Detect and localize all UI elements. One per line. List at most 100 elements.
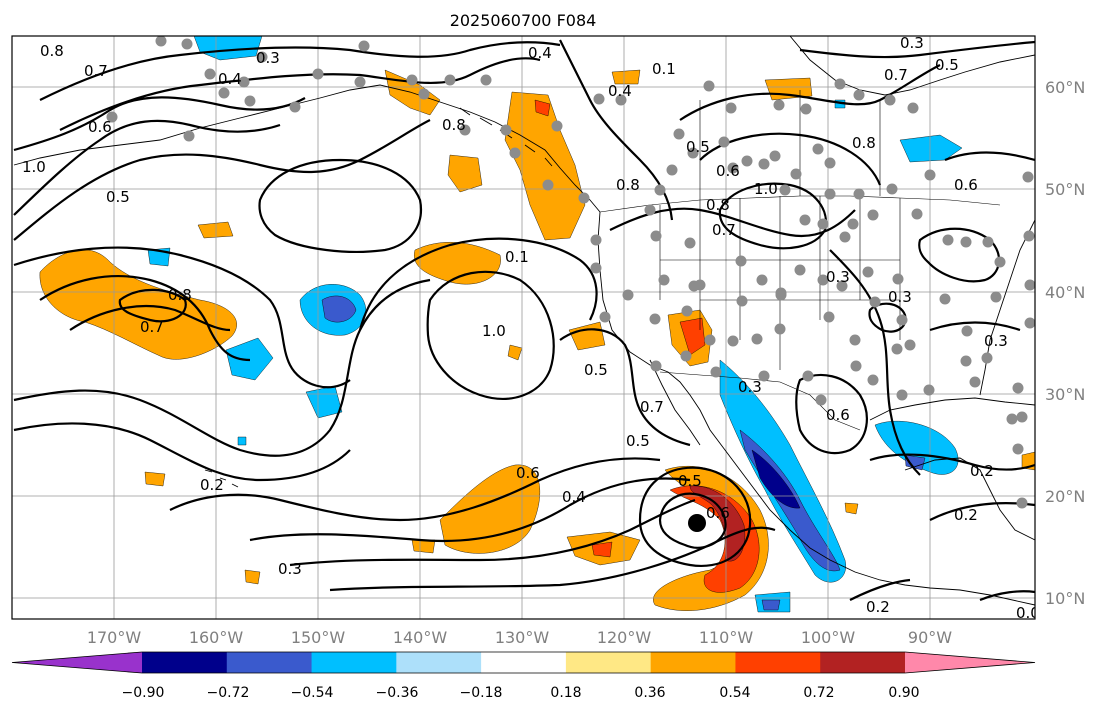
contour [679,64,941,121]
contour-label: 0.2 [866,598,890,616]
contour-label: 1.0 [754,180,778,198]
station-dot [886,183,898,195]
station-dot [969,376,981,388]
station-dot [911,208,923,220]
contour-lines [13,39,1035,602]
contour [289,498,696,567]
station-dot [681,305,693,317]
colorbar-segment [650,652,736,673]
station-dot [836,280,848,292]
positive-region [507,344,523,361]
lat-label: 30°N [1045,385,1085,404]
station-dot [1024,317,1035,329]
station-dot [839,231,851,243]
contour [869,453,1035,471]
contour-label: 0.3 [984,332,1008,350]
station-dot [459,124,471,136]
contour-label: 0.8 [442,116,466,134]
lat-label: 50°N [1045,180,1085,199]
station-dot [867,209,879,221]
contour-label: 0.5 [626,432,650,450]
strong-positive-region [591,541,613,558]
station-dot [790,168,802,180]
longitude-labels: 170°W 160°W 150°W 140°W 130°W 120°W 110°… [87,628,952,647]
station-dot [673,128,685,140]
lon-label: 90°W [908,628,952,647]
contour [13,422,351,482]
contour-label: 0.6 [826,406,850,424]
negative-region [761,599,781,611]
negative-region [751,449,801,509]
contour [868,302,907,333]
station-dot [593,93,605,105]
contour [358,237,598,331]
lat-label: 20°N [1045,487,1085,506]
positive-region [414,242,501,285]
station-dot [896,389,908,401]
station-dot [444,74,456,86]
lon-label: 170°W [87,628,142,647]
station-dot [1012,443,1024,455]
station-dot [779,184,791,196]
contour [426,270,555,400]
lon-label: 150°W [291,628,346,647]
contour [13,246,351,389]
station-dot [542,179,554,191]
station-dot [204,68,216,80]
station-dot [644,204,656,216]
station-dot [650,360,662,372]
colorbar-tick-label: −0.36 [376,685,419,701]
station-dot [775,289,787,301]
coast-west-north-america [597,211,1035,606]
station-dot [891,343,903,355]
negative-region [237,436,247,446]
contour-label: 0.4 [562,488,586,506]
station-dot [181,38,193,50]
colorbar-tick-label: −0.90 [122,685,165,701]
station-dot [756,274,768,286]
colorbar-extend-high [905,652,1035,673]
colorbar-segment [735,652,821,673]
station-dot [710,366,722,378]
colorbar-segment [820,652,906,673]
colorbar-tick-label: 0.72 [803,685,834,701]
chart-title: 2025060700 F084 [450,11,597,30]
contour-label: 1.0 [482,322,506,340]
station-dot [727,335,739,347]
contour-label: 1.0 [22,158,46,176]
positive-region [244,569,261,585]
contour-label: 0.3 [278,560,302,578]
station-dot [406,74,418,86]
station-dot [853,188,865,200]
negative-region [321,295,357,323]
station-dot [907,102,919,114]
colorbar-segment [396,652,482,673]
coast-alaska [13,84,601,213]
station-dot [509,147,521,159]
contour [638,466,752,568]
station-dot [658,274,670,286]
contour-label: 0.2 [954,506,978,524]
contour-label: 0.8 [616,176,640,194]
negative-region [193,36,263,61]
coast-east [979,219,1035,396]
contour-label: 0.3 [738,378,762,396]
colorbar-segment [565,652,652,673]
station-dot [590,262,602,274]
station-dot [718,136,730,148]
contour [118,288,187,323]
station-dot [812,143,824,155]
station-dot [703,80,715,92]
station-dot [960,355,972,367]
strong-positive-region [679,317,706,356]
station-dot [896,314,908,326]
station-dot [758,370,770,382]
station-dot [622,289,634,301]
latitude-labels: 60°N 50°N 40°N 30°N 20°N 10°N [1045,78,1085,608]
lat-label: 10°N [1045,589,1085,608]
station-dot [354,76,366,88]
station-dot [1012,382,1024,394]
station-dot [834,78,846,90]
station-dot [774,323,786,335]
